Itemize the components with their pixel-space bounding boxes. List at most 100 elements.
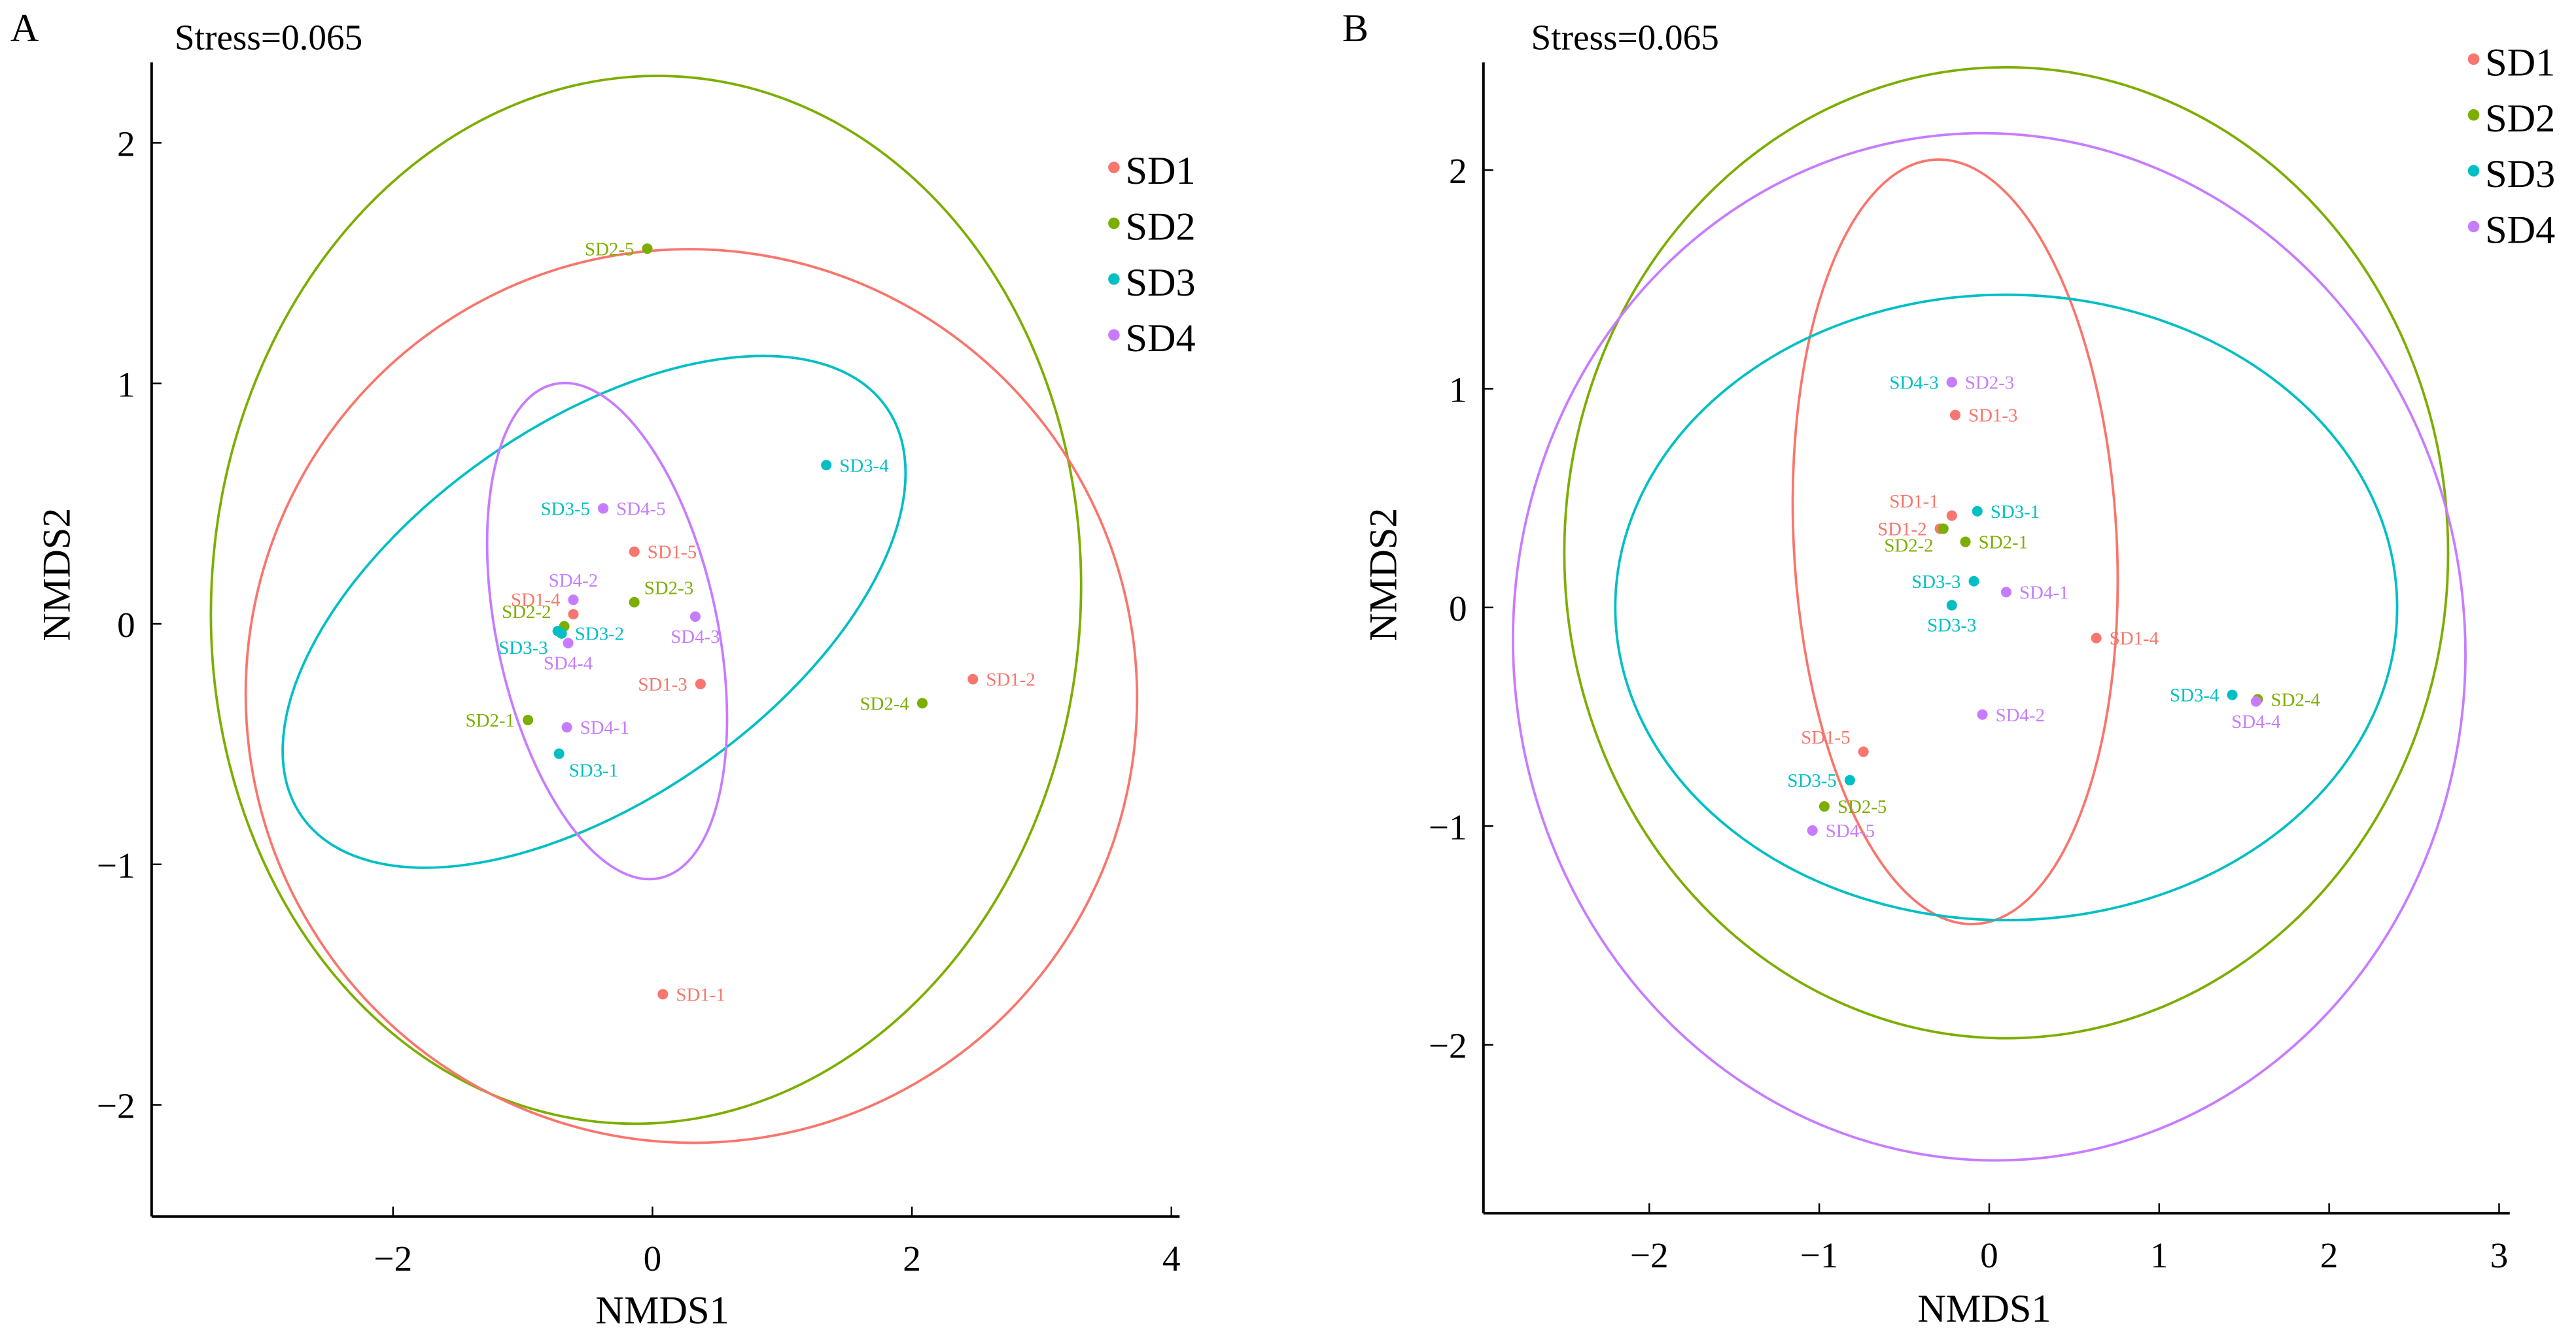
y-tick-label: 1 bbox=[117, 364, 135, 404]
data-point bbox=[642, 243, 653, 254]
data-point bbox=[1960, 536, 1971, 547]
data-point-label: SD4-2 bbox=[1996, 705, 2045, 726]
data-point bbox=[1807, 825, 1818, 836]
confidence-ellipse-sd3 bbox=[281, 354, 907, 869]
x-tick-label: 0 bbox=[644, 1239, 662, 1278]
data-point-label: SD2-1 bbox=[1979, 532, 2028, 553]
data-point-label: SD4-5 bbox=[616, 498, 665, 519]
data-point bbox=[657, 989, 669, 1000]
panel-b-xlabel: NMDS1 bbox=[1917, 1287, 2051, 1331]
legend-label-sd3: SD3 bbox=[1125, 261, 1195, 305]
data-point bbox=[821, 460, 832, 471]
data-point bbox=[523, 715, 534, 726]
data-point-label: SD4-1 bbox=[2019, 582, 2068, 603]
data-point bbox=[1972, 506, 1983, 517]
y-tick-label: 1 bbox=[1449, 370, 1467, 410]
data-point-label: SD2-5 bbox=[1837, 797, 1887, 817]
data-point-label: SD1-1 bbox=[676, 984, 725, 1005]
panel-a-plot: −2 0 2 4 −2 −1 0 1 2 SD1-1 SD1-2 SD1-3 SD1-4 SD1-5 SD2… bbox=[97, 62, 1196, 1278]
panel-b-plot: −2 −1 0 1 2 3 −2 −1 0 1 2 SD1-1 SD1-2 SD1-3 SD1-4 SD1-5… bbox=[1429, 41, 2555, 1275]
legend-label-sd1: SD1 bbox=[1125, 149, 1195, 193]
data-point-label: SD1-1 bbox=[1889, 491, 1938, 512]
x-tick-label: 4 bbox=[1162, 1239, 1181, 1278]
x-tick-label: 2 bbox=[903, 1239, 921, 1278]
data-point bbox=[568, 609, 579, 620]
confidence-ellipse-sd1 bbox=[244, 248, 1139, 1144]
confidence-ellipse-sd3 bbox=[1614, 293, 2399, 921]
x-tick-label: −2 bbox=[1630, 1235, 1669, 1275]
panel-b-stress: Stress=0.065 bbox=[1531, 17, 1719, 57]
panel-a-label: A bbox=[10, 7, 39, 50]
data-point bbox=[1977, 709, 1988, 720]
legend-marker-sd1 bbox=[2467, 53, 2480, 65]
data-point-label: SD3-2 bbox=[575, 624, 624, 645]
data-point bbox=[552, 625, 563, 637]
x-tick-label: 3 bbox=[2490, 1235, 2509, 1275]
data-point-label: SD1-5 bbox=[1801, 727, 1850, 748]
y-tick-label: −1 bbox=[97, 846, 135, 885]
data-point bbox=[1968, 575, 1979, 587]
panel-a-ylabel: NMDS2 bbox=[35, 508, 78, 642]
data-point-label: SD1-3 bbox=[638, 674, 687, 695]
confidence-ellipse-sd2 bbox=[209, 75, 1083, 1125]
legend-marker-sd2 bbox=[2467, 109, 2480, 121]
data-point-label: SD4-4 bbox=[2231, 712, 2280, 732]
data-point-label: SD3-1 bbox=[569, 761, 618, 781]
data-point bbox=[1858, 746, 1869, 757]
confidence-ellipse-sd1 bbox=[1791, 158, 2119, 925]
legend-marker-sd4 bbox=[1108, 329, 1120, 341]
data-point-label: SD3-3 bbox=[498, 638, 548, 659]
data-point-label: SD4-2 bbox=[549, 570, 598, 591]
panel-b-ylabel: NMDS2 bbox=[1362, 508, 1406, 642]
data-point bbox=[629, 546, 640, 557]
data-point-label: SD1-5 bbox=[648, 542, 697, 563]
x-tick-label: −1 bbox=[1800, 1235, 1839, 1275]
data-point-label: SD2-2 bbox=[1884, 536, 1933, 557]
y-tick-label: 0 bbox=[1449, 589, 1467, 628]
legend-marker-sd3 bbox=[1108, 273, 1120, 285]
data-point bbox=[1946, 377, 1957, 388]
y-tick-label: 0 bbox=[117, 605, 135, 645]
data-point-label: SD2-3 bbox=[644, 577, 693, 598]
data-point bbox=[629, 596, 640, 608]
y-tick-label: −2 bbox=[97, 1086, 135, 1126]
data-point-label: SD2-3 bbox=[1965, 372, 2014, 393]
confidence-ellipse-sd2 bbox=[1563, 66, 2450, 1040]
data-point bbox=[1844, 774, 1855, 786]
data-point-label: SD2-1 bbox=[466, 710, 515, 731]
data-point-label: SD4-1 bbox=[580, 717, 629, 738]
data-point-label: SD2-5 bbox=[585, 239, 634, 260]
legend-label-sd1: SD1 bbox=[2485, 41, 2555, 84]
data-point-label: SD2-4 bbox=[2271, 689, 2320, 710]
data-point-label: SD3-1 bbox=[1991, 502, 2040, 523]
data-point bbox=[1819, 801, 1830, 812]
data-point-label: SD3-5 bbox=[1787, 770, 1836, 791]
data-point-label: SD2-2 bbox=[502, 602, 551, 623]
legend-label-sd4: SD4 bbox=[2485, 209, 2555, 252]
legend-label-sd3: SD3 bbox=[2485, 152, 2555, 196]
data-point bbox=[553, 748, 565, 759]
legend-marker-sd4 bbox=[2467, 220, 2480, 233]
x-tick-label: −2 bbox=[374, 1239, 412, 1278]
data-point bbox=[2000, 587, 2011, 598]
data-point bbox=[1946, 600, 1957, 611]
data-point-label: SD3-4 bbox=[839, 455, 888, 476]
data-point-label: SD1-3 bbox=[1968, 405, 2017, 426]
x-tick-label: 1 bbox=[2150, 1235, 2168, 1275]
data-point bbox=[689, 611, 701, 622]
panel-b-label: B bbox=[1342, 7, 1368, 50]
legend-marker-sd1 bbox=[1108, 162, 1120, 173]
data-point bbox=[916, 698, 928, 709]
data-point bbox=[2250, 696, 2261, 707]
data-point-label: SD3-3 bbox=[1911, 572, 1960, 592]
data-point bbox=[695, 678, 706, 689]
legend-label-sd2: SD2 bbox=[1125, 205, 1195, 249]
y-tick-label: 2 bbox=[117, 124, 135, 163]
data-point-label: SD3-3 bbox=[1927, 615, 1976, 636]
data-point-label: SD4-3 bbox=[670, 626, 720, 647]
y-tick-label: −2 bbox=[1429, 1026, 1467, 1066]
data-point-label: SD4-3 bbox=[1889, 372, 1938, 393]
legend-marker-sd2 bbox=[1108, 217, 1120, 230]
y-tick-label: −1 bbox=[1429, 807, 1467, 847]
